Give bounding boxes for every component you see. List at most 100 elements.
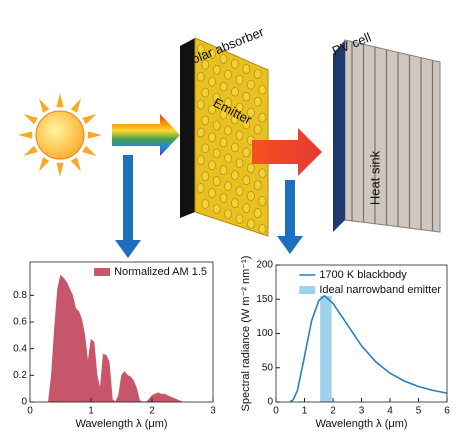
bump — [247, 219, 255, 229]
bump — [253, 124, 262, 135]
bump — [208, 104, 216, 115]
bump — [201, 87, 210, 98]
bump — [208, 49, 216, 59]
legend-swatch — [299, 286, 316, 294]
bump — [224, 97, 232, 108]
y-tick-label: 100 — [256, 328, 273, 339]
x-tick-label: 2 — [330, 406, 336, 417]
bump — [212, 65, 221, 75]
x-tick-label: 3 — [210, 406, 216, 417]
bump — [253, 180, 262, 190]
bump — [235, 214, 244, 224]
bump — [219, 109, 228, 120]
emission-arrow — [252, 128, 322, 176]
bump — [196, 183, 205, 193]
sun-ray — [56, 93, 64, 108]
bump — [201, 171, 210, 181]
bump — [235, 186, 244, 196]
bump — [253, 96, 262, 107]
bump — [224, 125, 232, 136]
y-tick-label: 200 — [256, 260, 273, 271]
bump — [235, 102, 244, 113]
bump — [231, 86, 239, 97]
sun-ray — [82, 145, 97, 156]
spectrum-area — [48, 274, 183, 403]
sun-ray — [70, 157, 81, 172]
absorber-side — [180, 38, 195, 218]
sun-ray — [70, 98, 81, 113]
bump — [208, 160, 216, 170]
heat-sink-label: Heat sink — [367, 150, 382, 205]
bump — [201, 199, 210, 209]
bump — [208, 76, 216, 87]
blackbody-line — [289, 294, 448, 403]
bump — [253, 208, 262, 218]
emitter-band — [320, 295, 332, 402]
y-tick-label: 0 — [267, 397, 273, 408]
x-tick-label: 1 — [88, 406, 94, 417]
x-tick-label: 1 — [302, 406, 308, 417]
heat-sink-fins — [351, 41, 434, 232]
down-arrow — [277, 180, 303, 254]
bump — [247, 80, 255, 90]
sun-rays — [18, 93, 102, 177]
bump — [212, 120, 221, 131]
legend-label: Normalized AM 1.5 — [114, 266, 207, 278]
bump — [242, 175, 251, 185]
x-axis-label: Wavelength λ (μm) — [75, 418, 167, 430]
bump — [242, 119, 251, 130]
bump — [242, 64, 251, 74]
bump — [235, 75, 244, 85]
y-tick-label: 0.2 — [13, 370, 27, 381]
bump — [201, 60, 210, 70]
bump — [258, 168, 267, 179]
bump — [231, 114, 239, 125]
x-tick-label: 6 — [444, 406, 450, 417]
bump — [231, 142, 239, 153]
bump — [196, 99, 205, 110]
bump — [196, 44, 205, 54]
sun — [35, 110, 85, 160]
bump — [224, 209, 232, 219]
bump — [196, 155, 205, 165]
bump — [247, 163, 255, 174]
bump — [231, 170, 239, 180]
bump — [212, 148, 221, 159]
bump — [258, 196, 267, 206]
bump — [196, 71, 205, 82]
sun-ray — [39, 98, 50, 113]
bump — [231, 59, 239, 69]
pv-cell — [333, 40, 345, 232]
legend-label: 1700 K blackbody — [319, 269, 407, 281]
bump — [196, 127, 205, 138]
bump — [235, 130, 244, 141]
x-tick-label: 2 — [149, 406, 155, 417]
sun-ray — [82, 114, 97, 125]
bump — [219, 193, 228, 203]
bump — [224, 153, 232, 164]
bump — [219, 137, 228, 148]
bump — [224, 70, 232, 80]
bump — [235, 158, 244, 169]
bump — [247, 191, 255, 201]
bump — [258, 85, 267, 95]
sun-ray — [23, 114, 38, 125]
y-tick-label: 0 — [21, 397, 27, 408]
bump — [212, 92, 221, 103]
plot-frame — [29, 261, 214, 403]
bump — [212, 204, 221, 214]
sun-ray — [18, 131, 33, 139]
y-tick-label: 0.4 — [13, 343, 27, 354]
x-axis-label: Wavelength λ (μm) — [315, 418, 407, 430]
heat-sink — [344, 39, 441, 233]
x-tick-label: 4 — [387, 406, 393, 417]
bump — [201, 143, 210, 154]
bump — [242, 147, 251, 158]
legend-label: Ideal narrowband emitter — [319, 284, 441, 296]
bump — [219, 81, 228, 92]
y-tick-label: 150 — [256, 294, 273, 305]
absorber-texture — [196, 44, 267, 234]
